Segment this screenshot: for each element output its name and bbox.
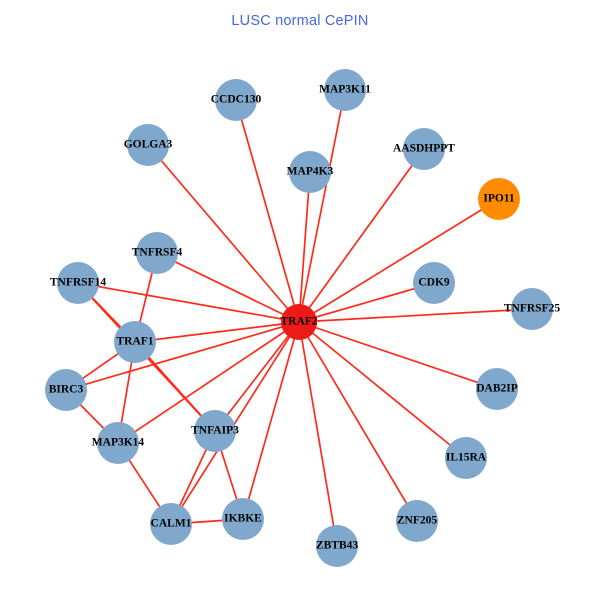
node-circle-golga3[interactable] <box>127 124 169 166</box>
node-circle-tnfaip3[interactable] <box>194 410 236 452</box>
edge-traf2-ikbke <box>242 321 300 520</box>
node-label-znf205: ZNF205 <box>397 515 438 527</box>
node-circle-birc3[interactable] <box>45 369 87 411</box>
node-label-il15ra: IL15RA <box>446 452 487 464</box>
edge-traf2-tnfaip3 <box>214 321 300 432</box>
node-circle-il15ra[interactable] <box>445 437 487 479</box>
node-circle-ccdc130[interactable] <box>215 79 257 121</box>
node-circle-ipo11[interactable] <box>478 178 520 220</box>
node-label-traf2: TRAF2 <box>280 316 317 328</box>
node-circle-map3k14[interactable] <box>97 422 139 464</box>
nodes-layer: CCDC130 MAP3K11 GOLGA3 MAP4K3 AASDHPPT IPO11 T… <box>45 69 560 567</box>
node-circle-dab2ip[interactable] <box>476 368 518 410</box>
node-label-zbtb43: ZBTB43 <box>316 540 358 552</box>
node-label-map3k11: MAP3K11 <box>319 84 371 96</box>
node-znf205[interactable]: ZNF205 <box>396 500 438 542</box>
node-tnfrsf14[interactable]: TNFRSF14 <box>50 262 106 304</box>
node-circle-cdk9[interactable] <box>413 262 455 304</box>
node-circle-map4k3[interactable] <box>289 151 331 193</box>
node-circle-ikbke[interactable] <box>222 498 264 540</box>
node-circle-znf205[interactable] <box>396 500 438 542</box>
edge-traf2-znf205 <box>298 321 418 522</box>
node-label-dab2ip: DAB2IP <box>476 383 518 395</box>
node-label-tnfrsf25: TNFRSF25 <box>504 303 560 315</box>
node-il15ra[interactable]: IL15RA <box>445 437 487 479</box>
node-aasdhppt[interactable]: AASDHPPT <box>393 128 455 170</box>
edge-traf2-zbtb43 <box>298 321 338 547</box>
node-zbtb43[interactable]: ZBTB43 <box>316 525 358 567</box>
node-label-ikbke: IKBKE <box>224 513 262 525</box>
node-label-traf1: TRAF1 <box>116 336 153 348</box>
node-circle-traf1[interactable] <box>114 321 156 363</box>
node-ikbke[interactable]: IKBKE <box>222 498 264 540</box>
node-circle-calm1[interactable] <box>150 503 192 545</box>
edge-traf2-tnfrsf4 <box>156 252 300 323</box>
node-map3k11[interactable]: MAP3K11 <box>319 69 371 111</box>
node-label-tnfrsf14: TNFRSF14 <box>50 277 106 289</box>
node-calm1[interactable]: CALM1 <box>150 503 192 545</box>
node-label-golga3: GOLGA3 <box>124 139 173 151</box>
node-circle-tnfrsf14[interactable] <box>57 262 99 304</box>
edge-traf2-tnfrsf25 <box>298 308 533 323</box>
edge-traf2-tnfrsf14 <box>77 282 300 323</box>
node-label-aasdhppt: AASDHPPT <box>393 143 455 155</box>
node-birc3[interactable]: BIRC3 <box>45 369 87 411</box>
edge-traf2-map4k3 <box>298 171 311 323</box>
node-circle-traf2[interactable] <box>281 304 317 340</box>
node-circle-aasdhppt[interactable] <box>403 128 445 170</box>
edge-traf2-map3k11 <box>298 89 346 323</box>
edge-traf2-golga3 <box>147 144 300 323</box>
node-label-cdk9: CDK9 <box>418 277 450 289</box>
node-dab2ip[interactable]: DAB2IP <box>476 368 518 410</box>
edge-traf2-traf1 <box>134 321 300 343</box>
node-label-ipo11: IPO11 <box>483 193 515 205</box>
node-label-birc3: BIRC3 <box>49 384 84 396</box>
node-label-tnfaip3: TNFAIP3 <box>191 425 239 437</box>
node-label-map3k14: MAP3K14 <box>92 437 145 449</box>
node-label-map4k3: MAP4K3 <box>287 166 334 178</box>
node-cdk9[interactable]: CDK9 <box>413 262 455 304</box>
node-tnfrsf25[interactable]: TNFRSF25 <box>504 288 560 330</box>
node-circle-zbtb43[interactable] <box>316 525 358 567</box>
edge-traf2-cdk9 <box>298 282 435 323</box>
edge-traf2-il15ra <box>298 321 467 459</box>
edge-traf2-ipo11 <box>298 198 500 323</box>
node-circle-map3k11[interactable] <box>324 69 366 111</box>
node-ipo11[interactable]: IPO11 <box>478 178 520 220</box>
node-tnfrsf4[interactable]: TNFRSF4 <box>132 232 183 274</box>
node-ccdc130[interactable]: CCDC130 <box>211 79 262 121</box>
node-traf1[interactable]: TRAF1 <box>114 321 156 363</box>
edge-traf2-dab2ip <box>298 321 498 390</box>
edge-traf2-map3k14 <box>117 321 300 444</box>
edge-traf2-calm1 <box>170 321 300 525</box>
node-circle-tnfrsf25[interactable] <box>511 288 553 330</box>
node-tnfaip3[interactable]: TNFAIP3 <box>191 410 239 452</box>
node-map3k14[interactable]: MAP3K14 <box>92 422 145 464</box>
node-golga3[interactable]: GOLGA3 <box>124 124 173 166</box>
node-label-tnfrsf4: TNFRSF4 <box>132 247 183 259</box>
node-label-calm1: CALM1 <box>151 518 192 530</box>
page-title: LUSC normal CePIN <box>231 13 369 29</box>
node-traf2[interactable]: TRAF2 <box>280 304 318 340</box>
edge-traf2-ccdc130 <box>235 99 300 323</box>
edge-traf2-aasdhppt <box>298 148 425 323</box>
node-circle-tnfrsf4[interactable] <box>136 232 178 274</box>
edge-traf2-birc3 <box>65 321 300 391</box>
node-label-ccdc130: CCDC130 <box>211 94 262 106</box>
node-map4k3[interactable]: MAP4K3 <box>287 151 334 193</box>
